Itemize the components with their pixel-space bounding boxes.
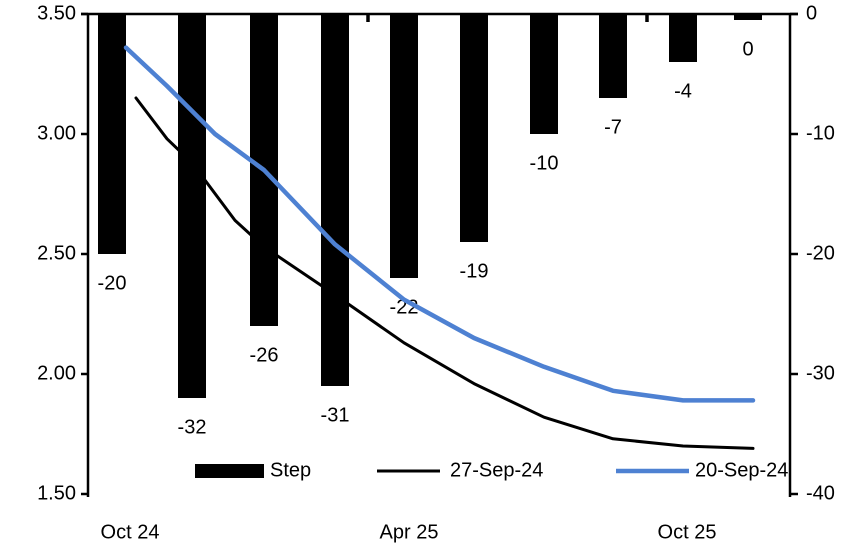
left-axis-tick-label: 2.00 — [37, 362, 76, 384]
bar-value-label: -26 — [250, 344, 279, 366]
bar-step-3 — [321, 14, 349, 386]
bar-value-label: -19 — [460, 260, 489, 282]
bar-step-7 — [599, 14, 627, 98]
left-axis-tick-label: 3.00 — [37, 122, 76, 144]
legend-label-27-sep-24: 27-Sep-24 — [450, 459, 543, 481]
legend-swatch-step — [195, 464, 264, 478]
left-axis-tick-label: 3.50 — [37, 2, 76, 24]
x-axis-label: Oct 24 — [101, 521, 160, 543]
left-axis-tick-label: 1.50 — [37, 482, 76, 504]
line-20-sep-24 — [123, 45, 756, 403]
line-27-sep-24 — [134, 96, 755, 450]
right-axis-tick-label: -10 — [806, 122, 835, 144]
right-axis-tick-label: 0 — [806, 2, 817, 24]
bar-value-label: -10 — [530, 152, 559, 174]
bar-step-4 — [390, 14, 418, 278]
bar-value-label: -32 — [178, 416, 207, 438]
right-axis-tick-label: -30 — [806, 362, 835, 384]
left-axis-tick-label: 2.50 — [37, 242, 76, 264]
bar-step-1 — [178, 14, 206, 398]
bar-value-label: -7 — [604, 116, 622, 138]
bar-step-8 — [669, 14, 697, 62]
x-axis-label: Oct 25 — [658, 521, 717, 543]
bar-step-6 — [530, 14, 558, 134]
bar-step-5 — [460, 14, 488, 242]
x-axis-label: Apr 25 — [380, 521, 439, 543]
bar-step-0 — [98, 14, 126, 254]
bar-step-9 — [734, 14, 762, 20]
bar-value-label: 0 — [742, 38, 753, 60]
bar-value-label: -4 — [674, 80, 692, 102]
right-axis-tick-label: -40 — [806, 482, 835, 504]
bar-value-label: -20 — [98, 272, 127, 294]
legend-label-step: Step — [270, 459, 311, 481]
right-axis-tick-label: -20 — [806, 242, 835, 264]
legend-label-20-sep-24: 20-Sep-24 — [695, 459, 788, 481]
bar-value-label: -31 — [321, 404, 350, 426]
